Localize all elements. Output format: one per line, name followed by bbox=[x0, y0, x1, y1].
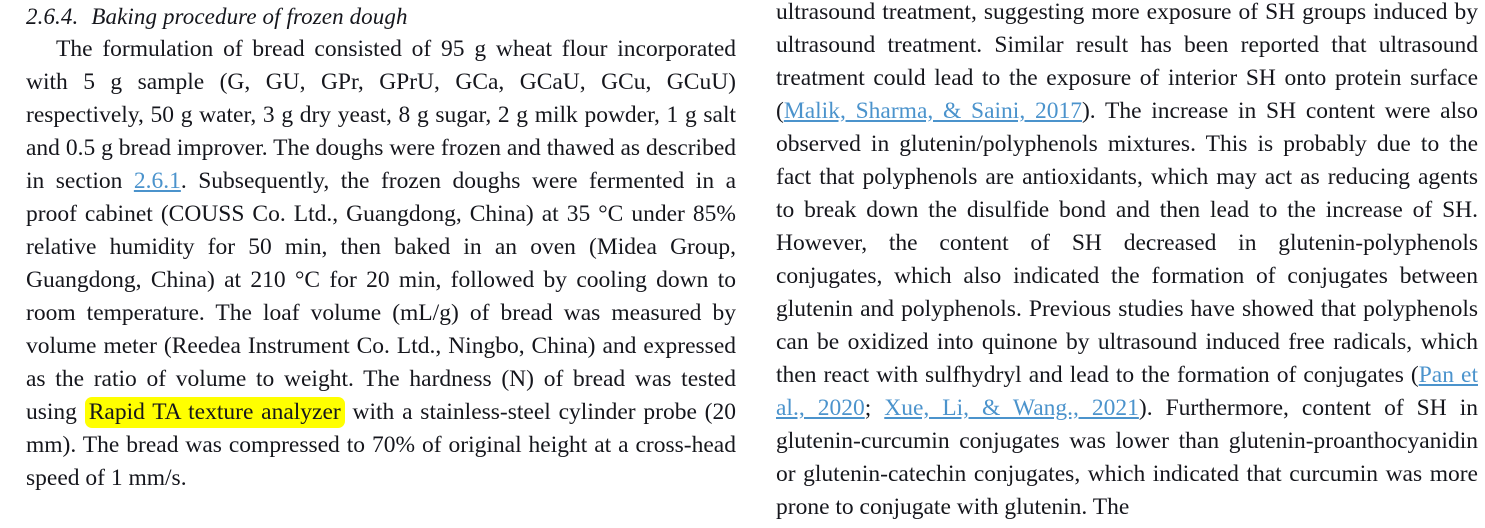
citation-link-xue-2021[interactable]: Xue, Li, & Wang., 2021 bbox=[884, 395, 1139, 421]
section-heading: 2.6.4. Baking procedure of frozen dough bbox=[26, 0, 736, 33]
citation-link-malik-2017[interactable]: Malik, Sharma, & Saini, 2017 bbox=[783, 98, 1082, 124]
left-column-paragraph: The formulation of bread consisted of 95… bbox=[26, 33, 736, 495]
paragraph-text-part-1: ultrasound treatment, suggesting more ex… bbox=[776, 0, 1478, 124]
paragraph-text-part-2: ). The increase in SH content were also … bbox=[776, 98, 1478, 388]
section-reference-link[interactable]: 2.6.1 bbox=[133, 168, 181, 194]
paragraph-text-part-1: The formulation of bread consisted of 95… bbox=[26, 36, 736, 194]
section-title: Baking procedure of frozen dough bbox=[91, 4, 408, 29]
right-column: ultrasound treatment, suggesting more ex… bbox=[776, 0, 1478, 528]
highlighted-text: Rapid TA texture analyzer bbox=[84, 397, 345, 428]
document-page: 2.6.4. Baking procedure of frozen dough T… bbox=[26, 0, 1478, 520]
paragraph-text-part-2: . Subsequently, the frozen doughs were f… bbox=[26, 168, 737, 425]
left-column: 2.6.4. Baking procedure of frozen dough T… bbox=[26, 0, 736, 495]
citation-link-pan-2020[interactable]: Pan et al., 2020 bbox=[776, 362, 1478, 421]
citation-separator: ; bbox=[864, 395, 885, 421]
right-column-paragraph: ultrasound treatment, suggesting more ex… bbox=[776, 0, 1478, 524]
section-number: 2.6.4. bbox=[26, 4, 79, 29]
